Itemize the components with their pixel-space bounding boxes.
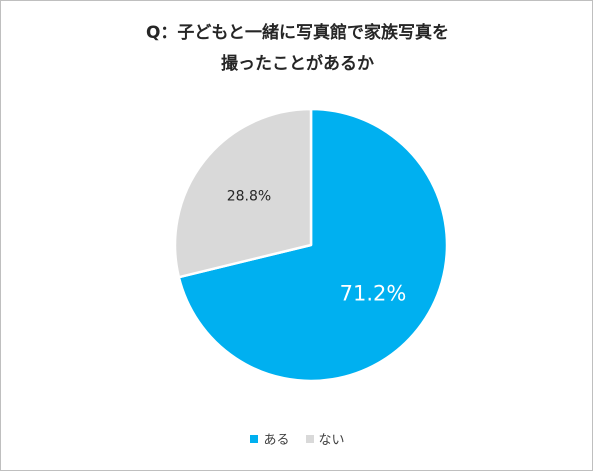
legend-item-aru: ある xyxy=(250,429,290,448)
legend-swatch-aru xyxy=(250,434,259,443)
chart-title-line-1: Q：子どもと一緒に写真館で家族写真を xyxy=(145,23,450,43)
chart-title: Q：子どもと一緒に写真館で家族写真を 撮ったことがあるか xyxy=(1,18,593,80)
chart-title-line-2: 撮ったことがあるか xyxy=(221,54,374,74)
legend-swatch-nai xyxy=(305,434,314,443)
legend-item-nai: ない xyxy=(305,429,345,448)
legend-label-nai: ない xyxy=(318,433,345,448)
legend-label-aru: ある xyxy=(263,433,290,448)
data-label-aru: 71.2% xyxy=(340,282,407,306)
data-label-nai: 28.8% xyxy=(227,188,271,204)
pie-slice-nai xyxy=(173,107,313,279)
chart-legend: ある ない xyxy=(1,429,593,448)
pie-slice-aru xyxy=(177,107,449,383)
